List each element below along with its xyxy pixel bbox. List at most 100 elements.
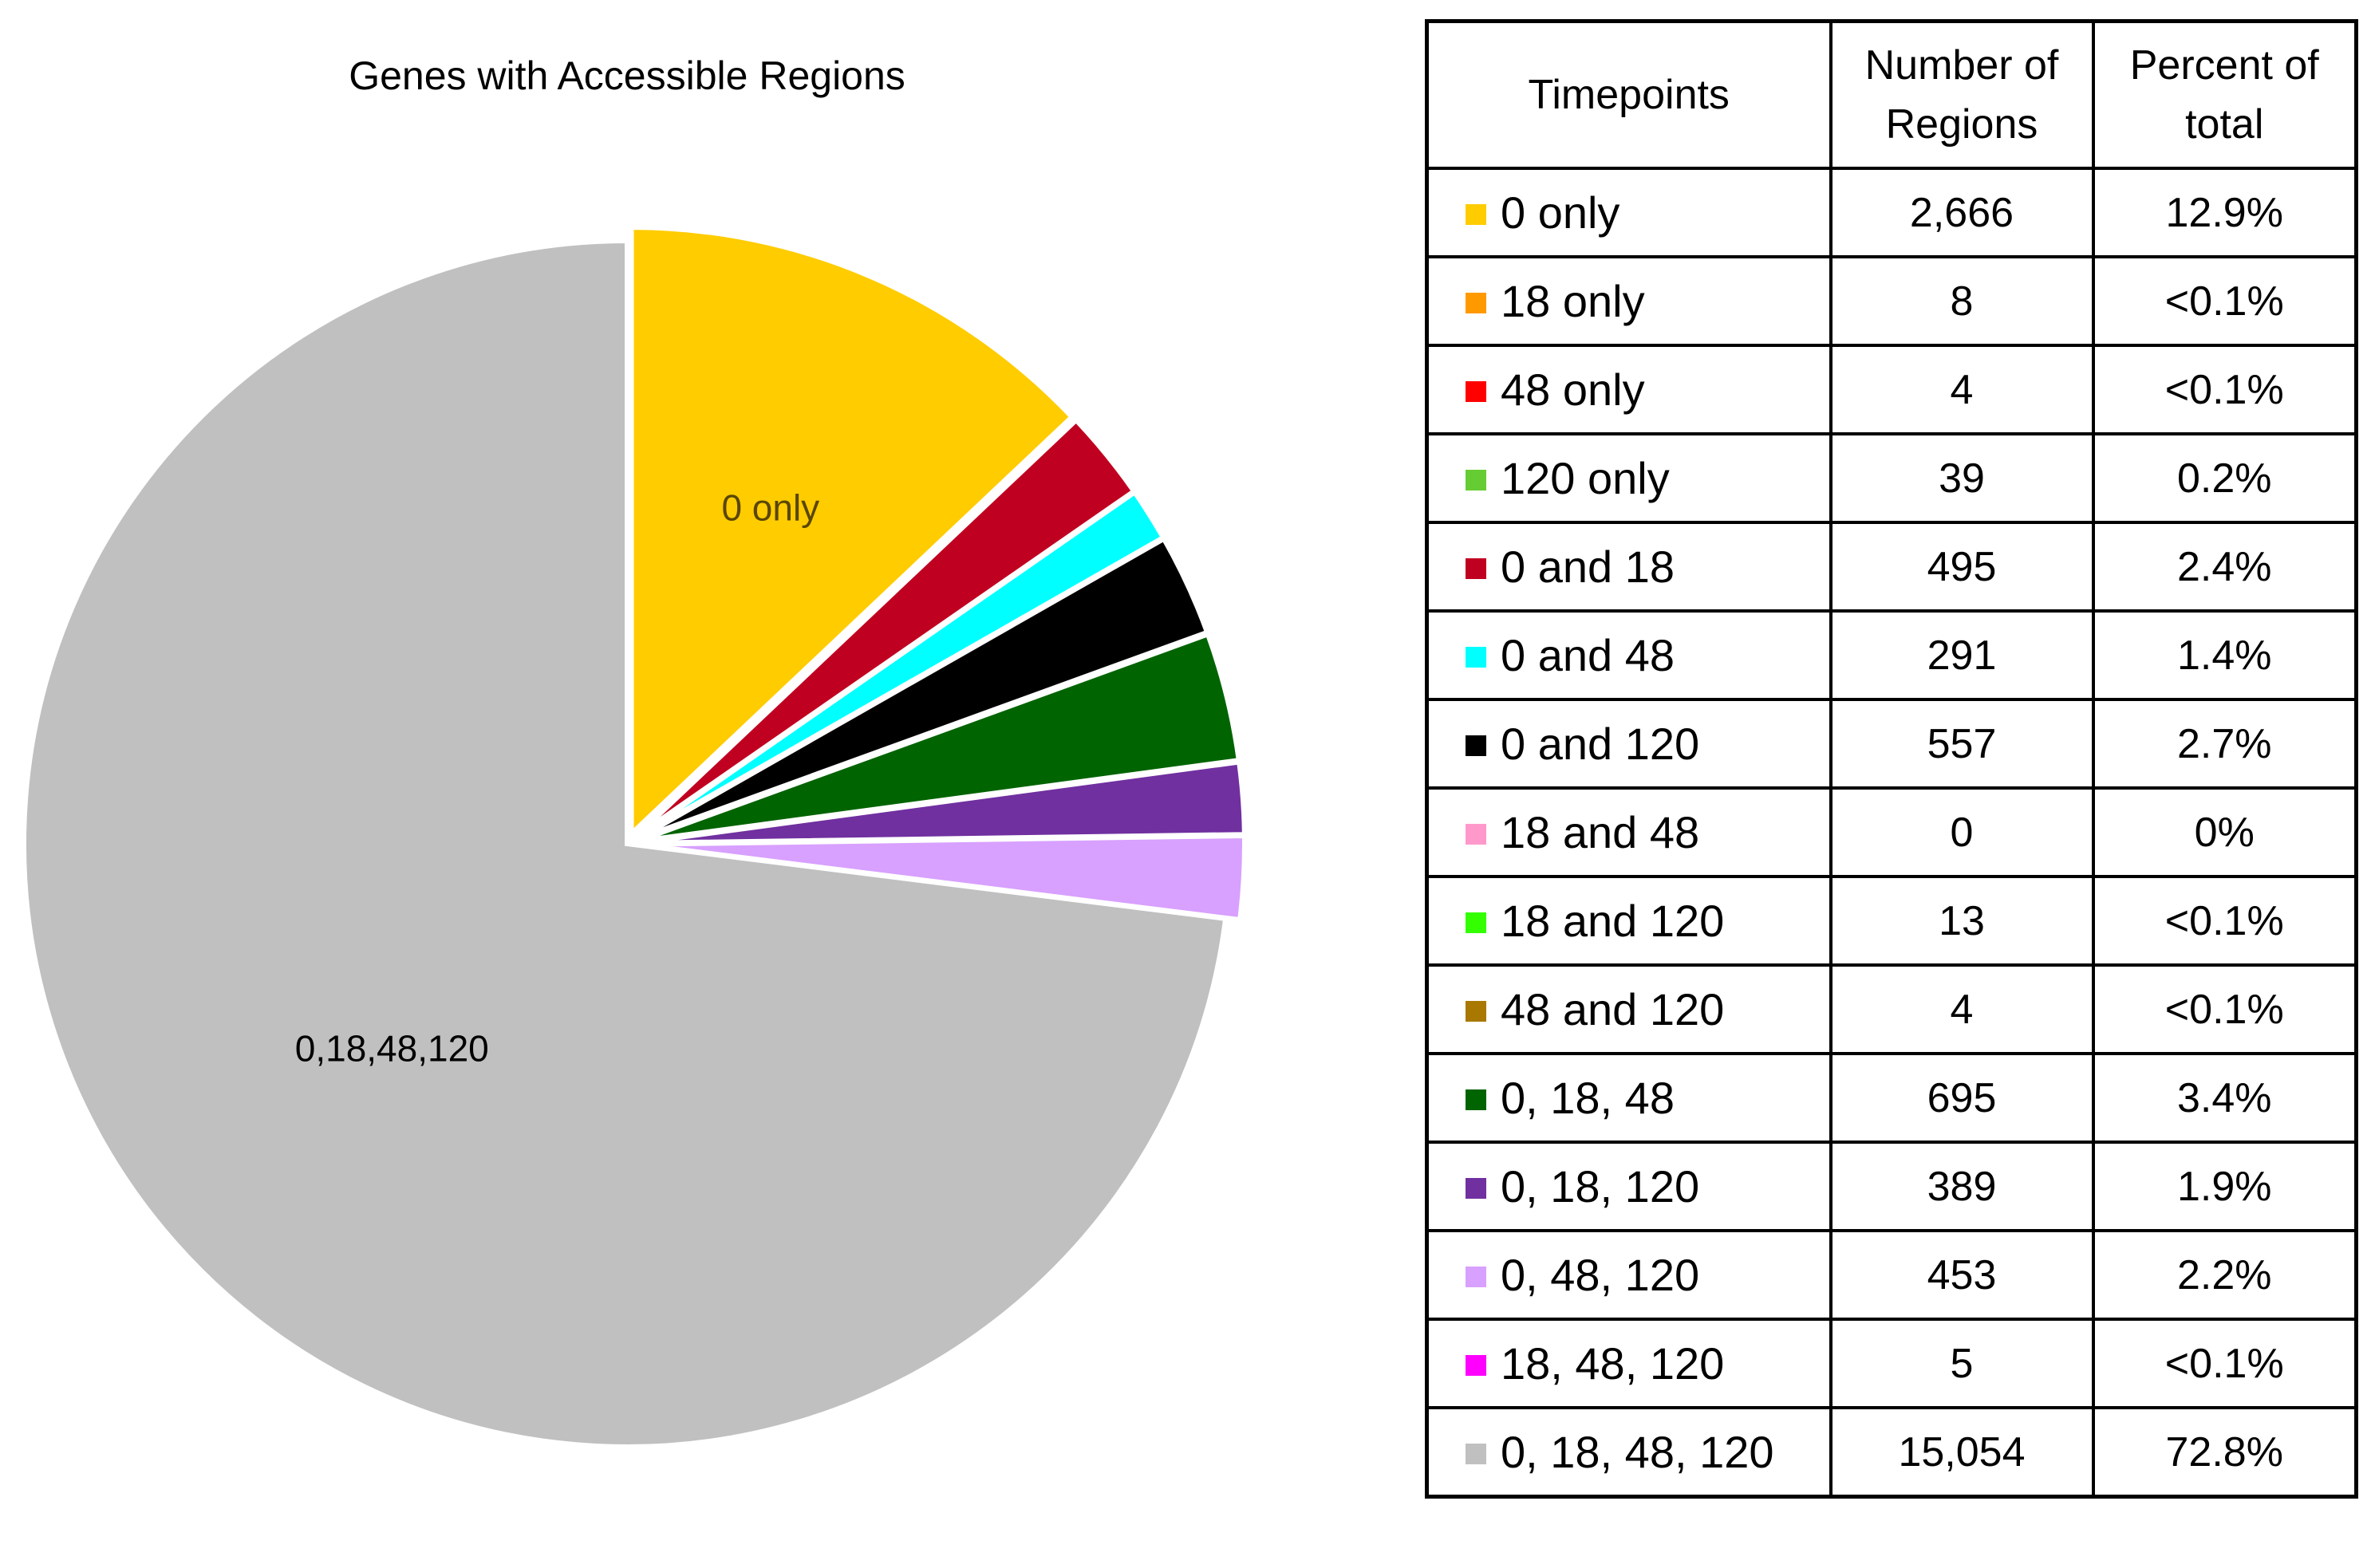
legend-swatch	[1466, 1089, 1486, 1111]
regions-cell: 291	[1829, 609, 2095, 701]
table-row: 0, 18, 48, 120 15,054 72.8%	[1425, 1406, 2358, 1499]
table-row: 0 only 2,666 12.9%	[1425, 167, 2358, 258]
legend-swatch	[1466, 558, 1486, 580]
pie-slice	[21, 238, 1229, 1449]
percent-cell: 12.9%	[2091, 167, 2358, 258]
percent-cell: 0%	[2091, 786, 2358, 878]
regions-cell: 8	[1829, 255, 2095, 347]
percent-cell: 2.4%	[2091, 521, 2358, 613]
timepoint-cell: 0, 18, 120	[1425, 1141, 1832, 1232]
percent-cell: <0.1%	[2091, 1318, 2358, 1409]
percent-cell: 72.8%	[2091, 1406, 2358, 1499]
table-row: 48 only 4 <0.1%	[1425, 344, 2358, 435]
percent-cell: <0.1%	[2091, 963, 2358, 1055]
table-row: 18, 48, 120 5 <0.1%	[1425, 1318, 2358, 1409]
timepoint-cell: 0 and 120	[1425, 698, 1832, 790]
percent-cell: 1.4%	[2091, 609, 2358, 701]
timepoint-label: 0 and 120	[1501, 719, 1700, 769]
regions-cell: 15,054	[1829, 1406, 2095, 1499]
regions-cell: 389	[1829, 1141, 2095, 1232]
table-row: 120 only 39 0.2%	[1425, 432, 2358, 524]
timepoint-label: 0 and 18	[1501, 542, 1675, 592]
legend-swatch	[1466, 912, 1486, 934]
percent-cell: <0.1%	[2091, 875, 2358, 967]
timepoint-label: 120 only	[1501, 453, 1670, 503]
regions-cell: 5	[1829, 1318, 2095, 1409]
timepoint-label: 0 only	[1501, 187, 1620, 238]
timepoint-label: 0, 48, 120	[1501, 1250, 1700, 1300]
regions-cell: 39	[1829, 432, 2095, 524]
timepoint-cell: 0, 18, 48, 120	[1425, 1406, 1832, 1499]
percent-cell: <0.1%	[2091, 255, 2358, 347]
timepoint-cell: 0 and 18	[1425, 521, 1832, 613]
legend-swatch	[1466, 381, 1486, 403]
pie-chart-svg: Genes with Accessible Regions 0 only 0,18…	[21, 53, 1247, 1449]
regions-cell: 0	[1829, 786, 2095, 878]
timepoint-label: 18, 48, 120	[1501, 1338, 1725, 1389]
timepoint-label: 0, 18, 48, 120	[1501, 1427, 1774, 1477]
percent-cell: 1.9%	[2091, 1141, 2358, 1232]
header-percent-of-total: Percent of total	[2091, 19, 2358, 170]
header-timepoints: Timepoints	[1425, 19, 1832, 170]
timepoint-label: 48 and 120	[1501, 984, 1725, 1034]
table-row: 0, 18, 120 389 1.9%	[1425, 1141, 2358, 1232]
regions-cell: 495	[1829, 521, 2095, 613]
percent-cell: <0.1%	[2091, 344, 2358, 435]
pie-labels: 0 only 0,18,48,120	[295, 487, 819, 1069]
pie-slice	[629, 225, 1075, 840]
regions-cell: 4	[1829, 963, 2095, 1055]
regions-cell: 2,666	[1829, 167, 2095, 258]
legend-swatch	[1466, 204, 1486, 226]
header-regions-line-2: Regions	[1885, 101, 2038, 148]
timepoint-label: 18 and 120	[1501, 896, 1725, 946]
percent-cell: 2.7%	[2091, 698, 2358, 790]
pie-slice	[637, 833, 1247, 923]
table-row: 18 and 48 0 0%	[1425, 786, 2358, 878]
timepoint-cell: 0, 18, 48	[1425, 1052, 1832, 1144]
timepoint-cell: 48 only	[1425, 344, 1832, 435]
timepoint-label: 0, 18, 120	[1501, 1161, 1700, 1211]
timepoints-table: Timepoints Number of Regions Percent of …	[1425, 19, 2358, 1499]
regions-cell: 13	[1829, 875, 2095, 967]
percent-cell: 2.2%	[2091, 1229, 2358, 1321]
table-row: 0, 18, 48 695 3.4%	[1425, 1052, 2358, 1144]
table-row: 0 and 18 495 2.4%	[1425, 521, 2358, 613]
timepoint-cell: 18 and 48	[1425, 786, 1832, 878]
legend-swatch	[1466, 1355, 1486, 1377]
percent-cell: 0.2%	[2091, 432, 2358, 524]
pie-slices	[21, 225, 1247, 1449]
timepoint-cell: 18 only	[1425, 255, 1832, 347]
timepoint-label: 0 and 48	[1501, 630, 1675, 680]
legend-swatch	[1466, 824, 1486, 845]
legend-swatch	[1466, 1178, 1486, 1200]
timepoint-label: 0, 18, 48	[1501, 1073, 1675, 1123]
chart-title: Genes with Accessible Regions	[349, 53, 905, 98]
timepoint-cell: 18, 48, 120	[1425, 1318, 1832, 1409]
regions-cell: 453	[1829, 1229, 2095, 1321]
regions-cell: 4	[1829, 344, 2095, 435]
regions-cell: 695	[1829, 1052, 2095, 1144]
timepoint-cell: 0 only	[1425, 167, 1832, 258]
legend-swatch	[1466, 1444, 1486, 1465]
timepoint-cell: 48 and 120	[1425, 963, 1832, 1055]
pie-slice-label: 0,18,48,120	[295, 1027, 489, 1069]
pie-slice-label: 0 only	[721, 487, 819, 528]
table-row: 0, 48, 120 453 2.2%	[1425, 1229, 2358, 1321]
timepoint-label: 18 and 48	[1501, 807, 1700, 857]
legend-swatch	[1466, 647, 1486, 668]
percent-cell: 3.4%	[2091, 1052, 2358, 1144]
table-row: 18 and 120 13 <0.1%	[1425, 875, 2358, 967]
timepoint-cell: 0, 48, 120	[1425, 1229, 1832, 1321]
timepoint-cell: 18 and 120	[1425, 875, 1832, 967]
header-percent-line-2: total	[2185, 101, 2264, 148]
regions-cell: 557	[1829, 698, 2095, 790]
table-row: 0 and 120 557 2.7%	[1425, 698, 2358, 790]
table-row: 0 and 48 291 1.4%	[1425, 609, 2358, 701]
table-row: 18 only 8 <0.1%	[1425, 255, 2358, 347]
legend-swatch	[1466, 1267, 1486, 1288]
pie-chart: Genes with Accessible Regions 0 only 0,18…	[21, 53, 1247, 1449]
timepoint-label: 18 only	[1501, 276, 1645, 326]
header-regions-line-1: Number of	[1864, 42, 2059, 89]
timepoint-cell: 0 and 48	[1425, 609, 1832, 701]
timepoint-cell: 120 only	[1425, 432, 1832, 524]
